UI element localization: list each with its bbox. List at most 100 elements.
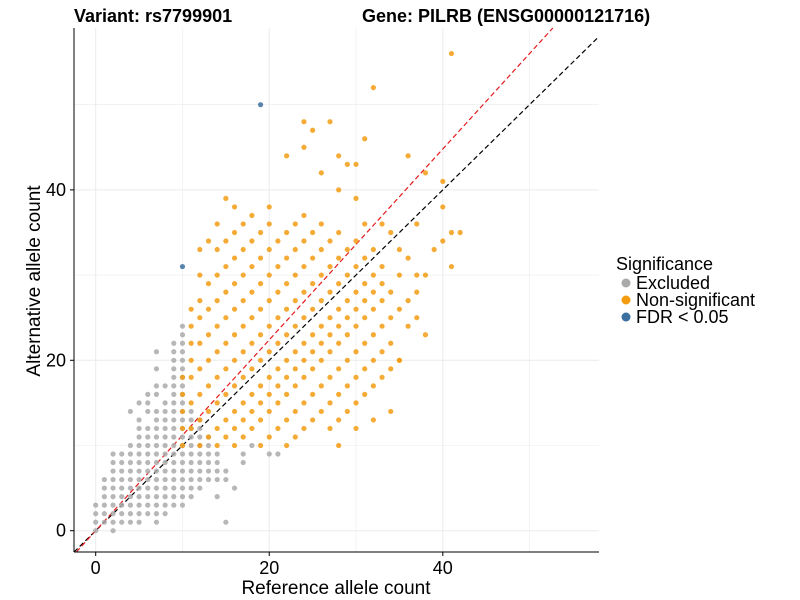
point-non-significant [362,391,368,397]
point-excluded [153,519,160,525]
point-non-significant [301,357,307,363]
point-excluded [275,451,281,457]
point-excluded [153,494,160,500]
point-non-significant [257,357,264,363]
point-excluded [171,459,177,466]
point-excluded [171,357,177,363]
point-non-significant [310,332,316,338]
point-non-significant [275,425,281,432]
point-non-significant [249,366,255,372]
point-non-significant [292,221,298,227]
point-excluded [136,451,142,457]
point-excluded [188,417,194,423]
point-non-significant [266,204,272,210]
point-excluded [179,451,186,457]
point-non-significant [379,298,385,304]
point-non-significant [344,298,350,304]
point-excluded [145,425,151,432]
point-non-significant [336,255,342,261]
point-non-significant [370,306,376,312]
point-excluded [171,374,177,380]
point-excluded [127,442,134,449]
point-non-significant [240,272,246,278]
point-excluded [119,494,125,500]
point-excluded [179,340,186,346]
point-non-significant [353,323,359,329]
point-excluded [179,476,186,483]
point-excluded [101,502,107,508]
point-excluded [188,451,194,457]
point-non-significant [266,323,272,329]
point-non-significant [223,263,229,270]
point-excluded [197,485,203,491]
legend-label-excluded: Excluded [636,273,710,293]
point-non-significant [223,417,229,423]
point-non-significant [440,238,446,244]
point-excluded [197,468,203,474]
point-non-significant [284,442,290,449]
point-non-significant [414,272,420,278]
point-excluded [153,349,160,355]
point-excluded [197,459,203,466]
point-excluded [179,468,186,474]
point-non-significant [257,255,264,261]
point-non-significant [205,434,212,440]
point-excluded [119,485,125,491]
point-excluded [110,451,116,457]
point-excluded [101,494,107,500]
point-non-significant [231,255,238,261]
y-tick-label: 20 [46,350,66,370]
point-excluded [136,468,142,474]
point-non-significant [223,434,229,440]
point-excluded [214,494,220,500]
point-excluded [101,519,107,525]
legend-title: Significance [616,254,713,274]
point-excluded [179,502,186,508]
point-excluded [110,528,116,534]
point-excluded [127,519,134,525]
point-non-significant [370,289,376,295]
point-non-significant [327,119,333,125]
point-non-significant [240,374,246,380]
point-non-significant [396,357,403,363]
point-non-significant [336,323,342,329]
point-non-significant [284,281,290,287]
point-excluded [223,468,229,474]
point-non-significant [188,357,194,363]
axis-ticks: 0 20 40 0 20 40 [46,180,453,578]
legend: Significance Excluded Non-significant FD… [616,254,755,327]
point-non-significant [310,127,316,133]
point-excluded [197,425,203,432]
point-excluded [145,511,151,517]
point-non-significant [188,323,194,329]
point-excluded [214,476,220,483]
point-excluded [136,511,142,517]
point-non-significant [336,391,342,397]
point-non-significant [301,263,307,270]
point-excluded [136,417,142,423]
point-excluded [153,408,160,415]
point-non-significant [353,238,359,244]
point-excluded [179,459,186,466]
point-non-significant [249,212,255,219]
point-non-significant [257,281,264,287]
point-non-significant [379,281,385,287]
point-non-significant [318,323,324,329]
point-non-significant [214,272,220,278]
point-non-significant [379,349,385,355]
reference-lines [73,27,600,553]
point-excluded [162,494,168,500]
point-non-significant [318,272,324,278]
point-excluded [171,451,177,457]
legend-swatch-excluded [621,278,631,288]
point-non-significant [240,298,246,304]
point-non-significant [223,391,229,397]
point-excluded [136,459,142,466]
point-non-significant [240,221,246,227]
point-excluded [214,468,220,474]
point-non-significant [257,417,264,423]
point-excluded [101,485,107,491]
point-non-significant [284,332,290,338]
point-excluded [153,425,160,432]
point-excluded [171,349,177,355]
